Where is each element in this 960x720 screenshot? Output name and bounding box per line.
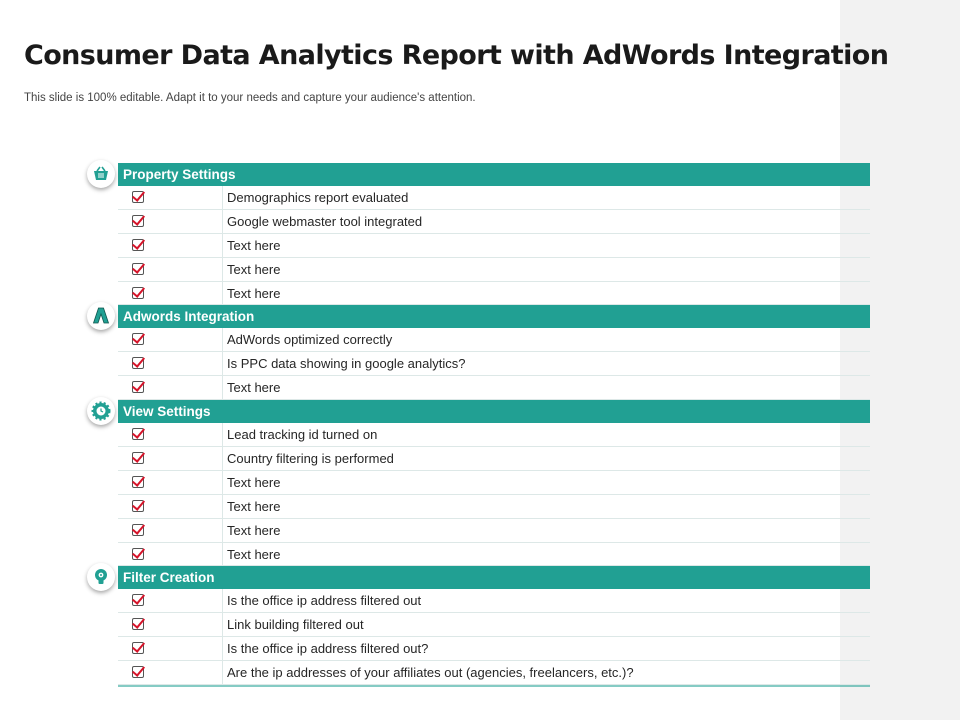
checklist-item-text: Lead tracking id turned on [227, 427, 378, 443]
checklist-item-text: Country filtering is performed [227, 450, 394, 466]
checkbox[interactable] [132, 499, 144, 512]
gear-clock-icon [87, 397, 115, 426]
checklist-item-text: Text here [227, 498, 281, 514]
checkbox-cell [118, 518, 223, 542]
checklist-row: Text here [118, 257, 870, 282]
checklist-row: Is PPC data showing in google analytics? [118, 352, 870, 377]
checkbox-cell [118, 494, 223, 518]
lightbulb-gear-icon [87, 563, 115, 592]
checklist-item-text: Is the office ip address filtered out [227, 593, 422, 609]
section-header: View Settings [118, 400, 870, 424]
checkbox-cell [118, 186, 223, 209]
checklist-row: AdWords optimized correctly [118, 328, 870, 353]
checklist-row: Link building filtered out [118, 613, 870, 638]
section-header: Property Settings [118, 163, 870, 186]
checkbox-cell [118, 352, 223, 376]
adwords-logo-icon [87, 302, 115, 331]
checkbox[interactable] [132, 357, 144, 370]
checklist-item-text: Text here [227, 546, 281, 562]
checklist-item-text: Are the ip addresses of your affiliates … [227, 665, 634, 681]
checkbox-cell [118, 281, 223, 305]
checklist-item-text: Text here [227, 261, 281, 277]
checklist-row: Is the office ip address filtered out? [118, 637, 870, 662]
checkbox[interactable] [132, 452, 144, 465]
checkbox[interactable] [132, 642, 144, 655]
checklist-bottom-rule [118, 685, 870, 688]
checkbox[interactable] [132, 475, 144, 488]
checkbox-cell [118, 423, 223, 447]
checklist-row: Is the office ip address filtered out [118, 589, 870, 614]
checklist-row: Text here [118, 376, 870, 401]
checklist-item-text: Text here [227, 285, 281, 301]
page-title: Consumer Data Analytics Report with AdWo… [24, 40, 889, 71]
checklist-item-text: AdWords optimized correctly [227, 332, 393, 348]
checkbox[interactable] [132, 238, 144, 251]
checklist-row: Text here [118, 470, 870, 495]
checklist-item-text: Demographics report evaluated [227, 189, 409, 205]
checkbox-cell [118, 589, 223, 613]
checkbox-cell [118, 613, 223, 637]
checklist-row: Google webmaster tool integrated [118, 209, 870, 234]
checklist-item-text: Text here [227, 474, 281, 490]
checkbox[interactable] [132, 286, 144, 299]
checkbox[interactable] [132, 191, 144, 203]
checkbox-cell [118, 257, 223, 281]
side-panel [840, 0, 960, 720]
checklist: Property Settings Demographics report ev… [87, 160, 870, 688]
section-header: Adwords Integration [118, 305, 870, 329]
checklist-row: Demographics report evaluated [118, 186, 870, 210]
checklist-item-text: Link building filtered out [227, 617, 364, 633]
checkbox-cell [118, 233, 223, 257]
checkbox-cell [118, 328, 223, 352]
checklist-row: Lead tracking id turned on [118, 423, 870, 448]
checkbox-cell [118, 209, 223, 233]
page-subtitle: This slide is 100% editable. Adapt it to… [24, 92, 476, 104]
checkbox[interactable] [132, 523, 144, 536]
checkbox-cell [118, 376, 223, 400]
checkbox[interactable] [132, 262, 144, 275]
section-view-settings: View Settings Lead tracking id turned on… [87, 397, 870, 567]
checkbox[interactable] [132, 333, 144, 346]
checklist-item-text: Is the office ip address filtered out? [227, 641, 429, 657]
checklist-item-text: Text here [227, 380, 281, 396]
checkbox[interactable] [132, 214, 144, 227]
checklist-row: Text here [118, 494, 870, 519]
shopping-basket-icon [87, 160, 115, 188]
checklist-row: Are the ip addresses of your affiliates … [118, 661, 870, 686]
checkbox[interactable] [132, 594, 144, 607]
section-adwords-integration: Adwords Integration AdWords optimized co… [87, 302, 870, 401]
checklist-row: Text here [118, 233, 870, 258]
checkbox[interactable] [132, 618, 144, 631]
checklist-item-text: Google webmaster tool integrated [227, 213, 423, 229]
checkbox-cell [118, 470, 223, 494]
checkbox[interactable] [132, 428, 144, 441]
checkbox-cell [118, 447, 223, 470]
checkbox-cell [118, 637, 223, 661]
section-filter-creation: Filter Creation Is the office ip address… [87, 563, 870, 686]
checklist-row: Text here [118, 281, 870, 306]
checkbox[interactable] [132, 381, 144, 394]
checklist-item-text: Text here [227, 522, 281, 538]
checklist-item-text: Text here [227, 237, 281, 253]
checklist-item-text: Is PPC data showing in google analytics? [227, 356, 466, 372]
checkbox[interactable] [132, 666, 144, 679]
checkbox[interactable] [132, 547, 144, 560]
checkbox-cell [118, 542, 223, 566]
checklist-row: Country filtering is performed [118, 447, 870, 471]
checklist-row: Text here [118, 518, 870, 543]
section-property-settings: Property Settings Demographics report ev… [87, 160, 870, 306]
checkbox-cell [118, 661, 223, 685]
checklist-row: Text here [118, 542, 870, 567]
section-header: Filter Creation [118, 566, 870, 590]
